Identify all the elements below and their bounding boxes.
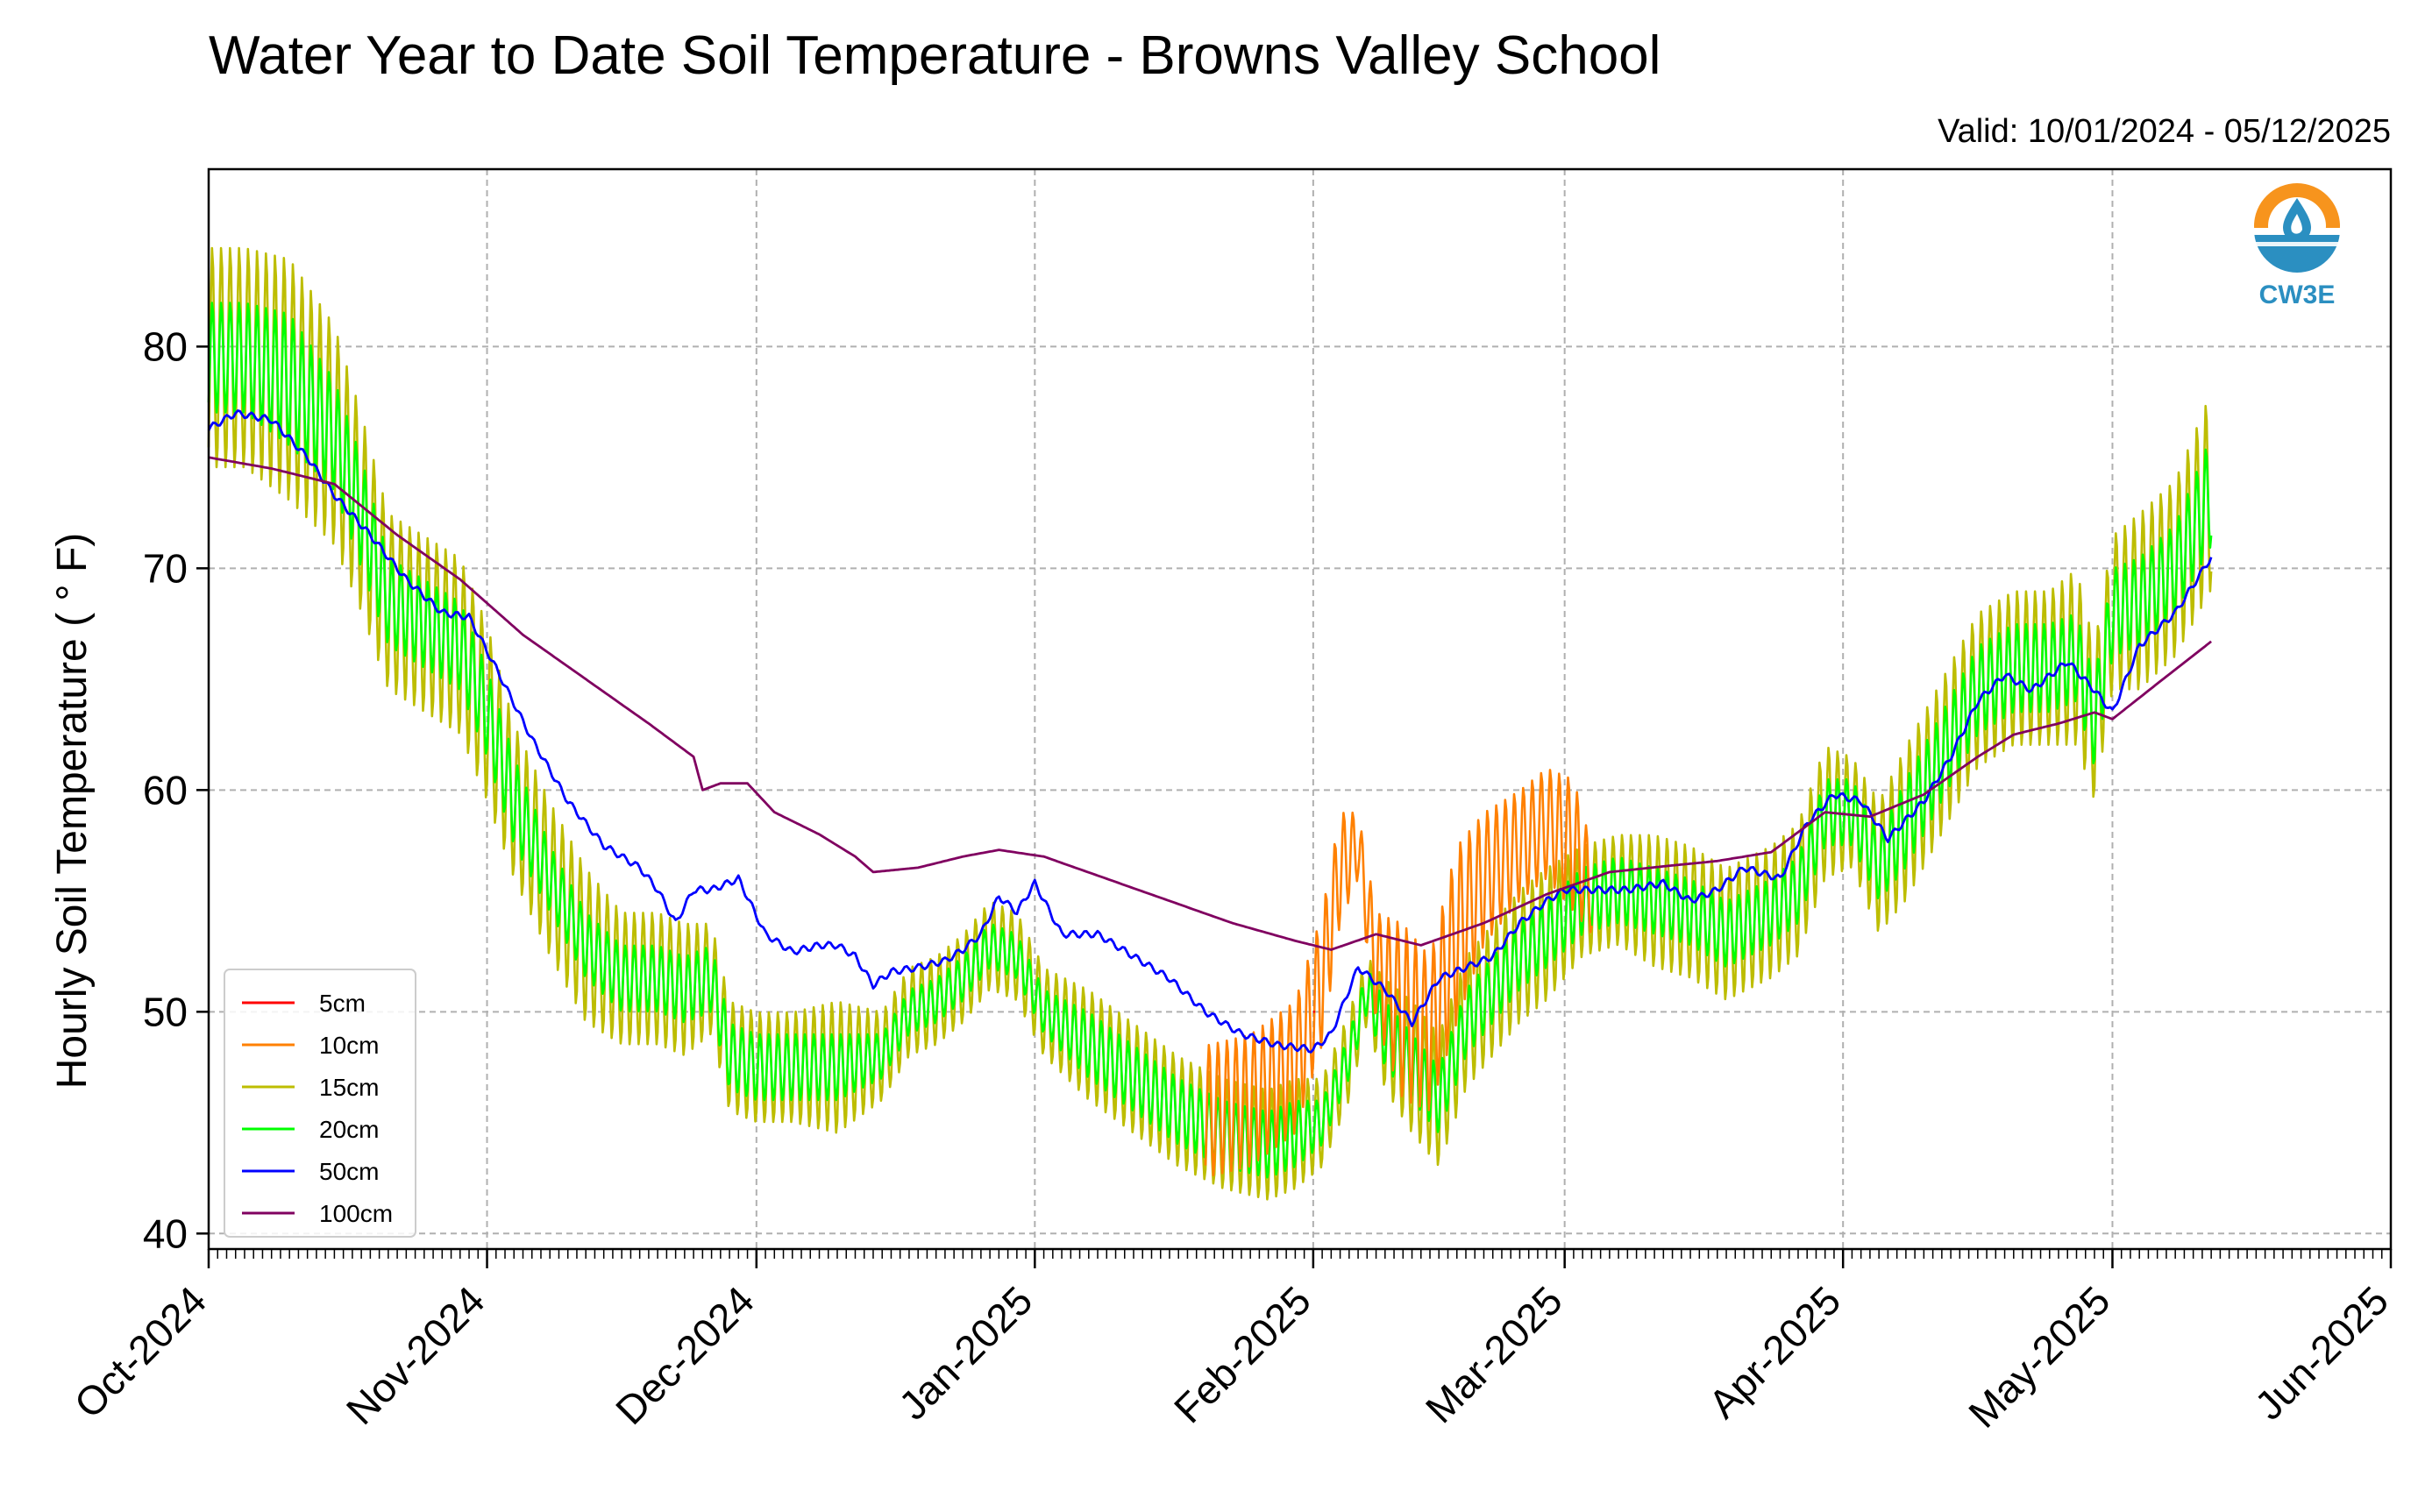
chart-title: Water Year to Date Soil Temperature - Br… <box>209 25 1661 86</box>
x-tick-label: Feb-2025 <box>1165 1277 1319 1431</box>
y-tick-label: 70 <box>143 545 188 591</box>
x-tick-label: May-2025 <box>1959 1277 2118 1436</box>
legend-label: 100cm <box>319 1200 393 1227</box>
series-line-10cm <box>1204 769 1593 1177</box>
y-tick-label: 60 <box>143 767 188 813</box>
x-tick-label: Jan-2025 <box>890 1277 1041 1428</box>
series-line-100cm <box>208 456 2212 951</box>
x-tick-label: Dec-2024 <box>607 1277 763 1433</box>
y-tick-label: 80 <box>143 323 188 369</box>
legend-label: 20cm <box>319 1116 379 1143</box>
legend-label: 50cm <box>319 1158 379 1185</box>
series-layer <box>207 246 2213 1201</box>
series-line-50cm <box>207 408 2213 1054</box>
legend-label: 10cm <box>319 1032 379 1059</box>
cw3e-water-drop-logo-icon <box>2251 183 2343 273</box>
x-tick-label: Jun-2025 <box>2246 1277 2397 1428</box>
cw3e-logo-text: CW3E <box>2259 280 2336 309</box>
x-tick-label: Oct-2024 <box>66 1277 216 1427</box>
y-tick-label: 50 <box>143 989 188 1034</box>
series-line-20cm <box>207 302 2213 1179</box>
y-tick-label: 40 <box>143 1210 188 1256</box>
legend: 5cm 10cm 15cm 20cm 50cm 100cm <box>224 969 416 1238</box>
legend-label: 15cm <box>319 1074 379 1101</box>
axes: 40 50 60 70 80 Oct-2024 Nov-2024 Dec-2024 Jan-20… <box>66 167 2397 1437</box>
cw3e-logo: CW3E <box>2251 183 2343 309</box>
x-tick-label: Mar-2025 <box>1417 1277 1571 1431</box>
valid-date-range: Valid: 10/01/2024 - 05/12/2025 <box>1938 113 2391 150</box>
legend-label: 5cm <box>319 990 366 1017</box>
x-tick-label: Nov-2024 <box>338 1277 494 1433</box>
plot-frame <box>207 167 2393 1251</box>
y-axis-label: Hourly Soil Temperature ( ° F) <box>49 533 96 1090</box>
x-tick-label: Apr-2025 <box>1700 1277 1850 1427</box>
